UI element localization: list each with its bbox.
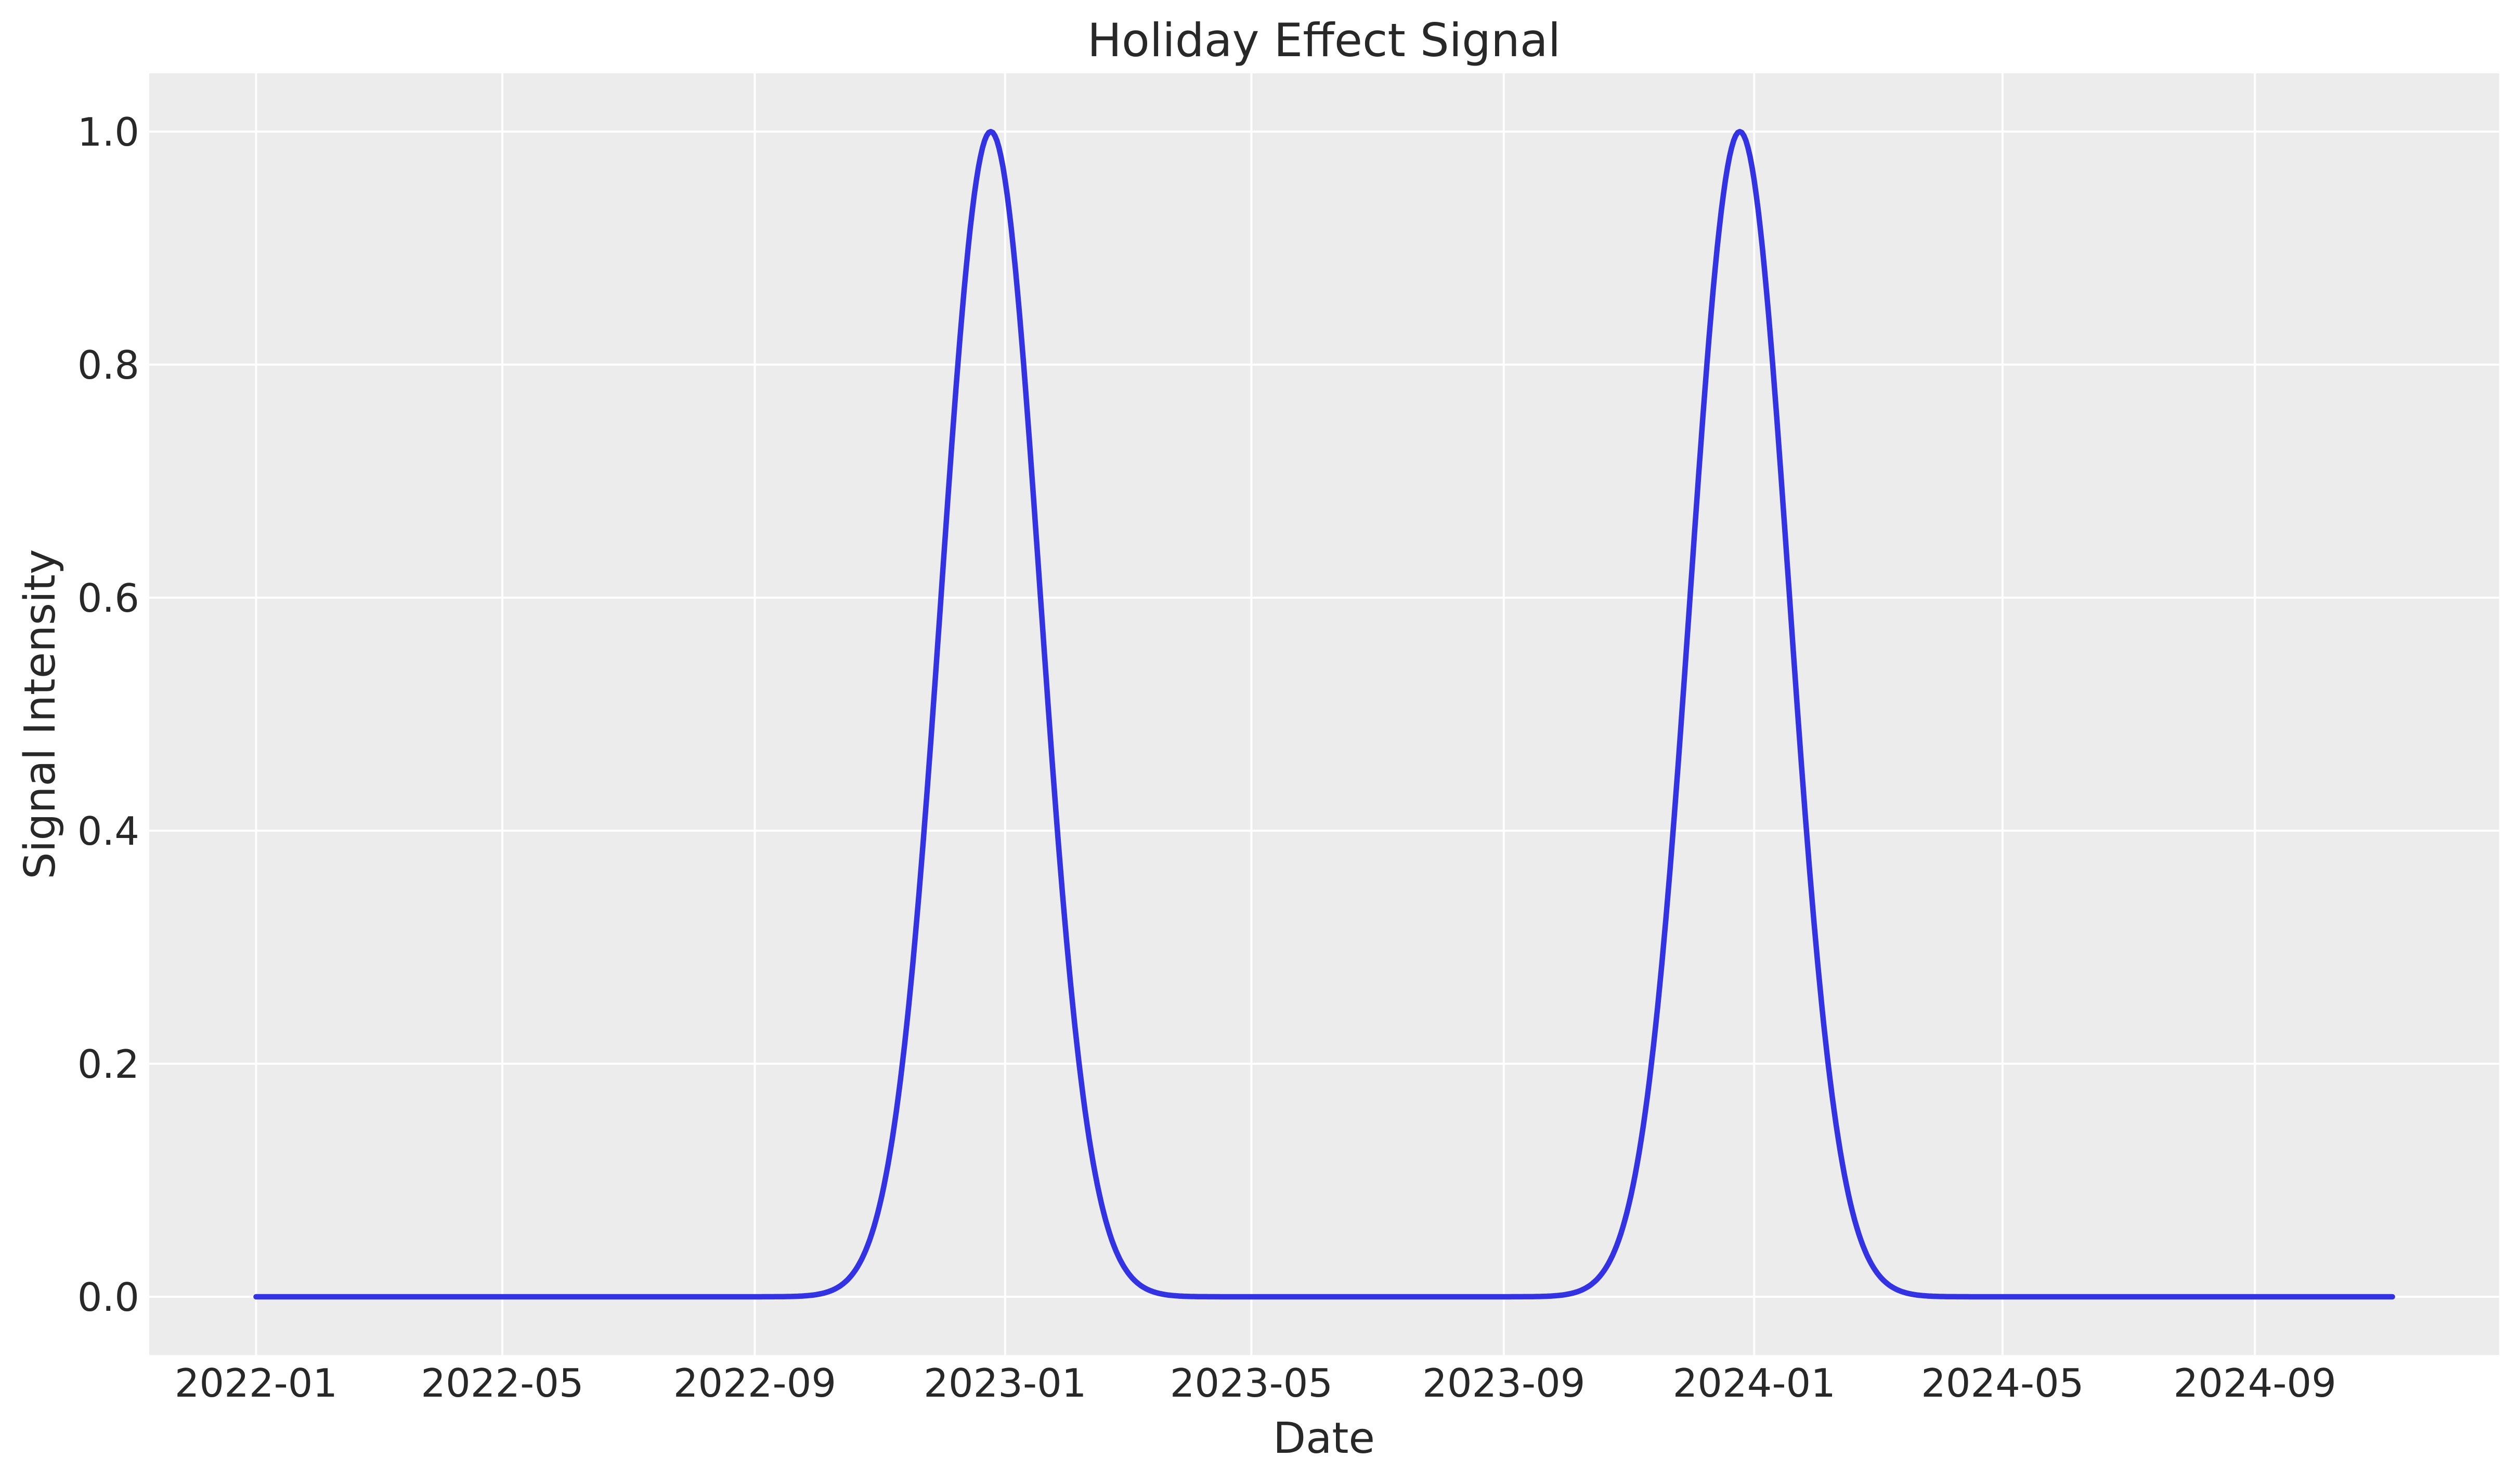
x-tick-label: 2022-01 [175, 1360, 337, 1406]
y-axis-tick-labels: 0.0 0.2 0.4 0.6 0.8 1.0 [77, 109, 139, 1320]
gridlines [149, 73, 2499, 1355]
y-tick-label: 0.0 [77, 1274, 139, 1320]
series-line-holiday_effect_signal [253, 128, 2395, 1300]
plot-area-background [149, 73, 2499, 1355]
y-tick-label: 0.8 [77, 342, 139, 388]
x-axis-label: Date [1273, 1414, 1375, 1463]
x-tick-label: 2022-05 [421, 1360, 583, 1406]
y-tick-label: 0.4 [77, 808, 139, 854]
x-axis-tick-labels: 2022-01 2022-05 2022-09 2023-01 2023-05 2023-… [175, 1360, 2336, 1406]
x-tick-label: 2023-05 [1170, 1360, 1333, 1406]
y-tick-label: 1.0 [77, 109, 139, 155]
chart-title: Holiday Effect Signal [1087, 14, 1561, 67]
x-tick-label: 2023-01 [924, 1360, 1086, 1406]
x-tick-label: 2023-09 [1422, 1360, 1585, 1406]
x-tick-label: 2024-05 [1921, 1360, 2084, 1406]
series-group [253, 128, 2395, 1300]
y-tick-label: 0.2 [77, 1041, 139, 1087]
y-tick-label: 0.6 [77, 575, 139, 621]
y-axis-label: Signal Intensity [16, 549, 65, 880]
x-tick-label: 2022-09 [673, 1360, 836, 1406]
x-tick-label: 2024-09 [2173, 1360, 2336, 1406]
x-tick-label: 2024-01 [1673, 1360, 1836, 1406]
